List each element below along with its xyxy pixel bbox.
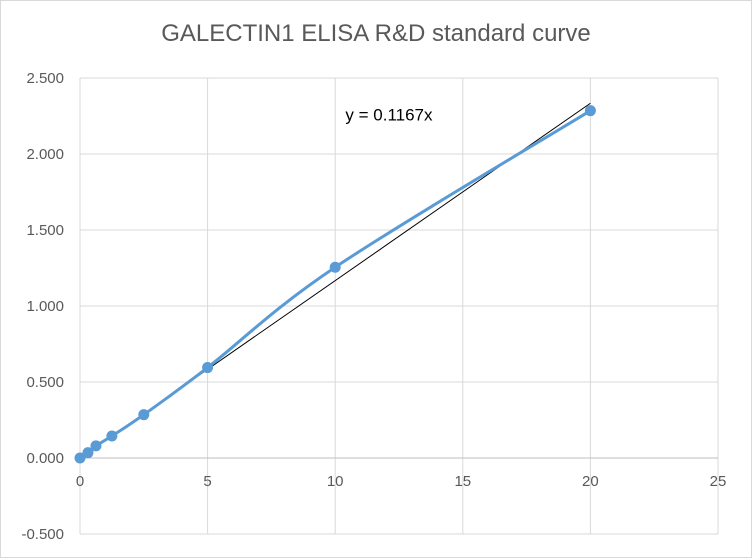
data-point [584,105,596,117]
x-tick-label: 10 [327,473,344,490]
x-tick-label: 0 [76,473,84,490]
data-point [74,452,86,464]
data-point [138,409,150,421]
y-tick-label: 1.500 [26,222,64,239]
data-series [74,105,596,464]
y-tick-label: 2.500 [26,70,64,87]
y-tick-label: -0.500 [21,526,64,543]
x-tick-label: 15 [454,473,471,490]
data-point [90,440,102,452]
tick-labels: -0.500 0.000 0.500 1.000 1.500 2.000 2.500 0 5 10… [21,70,726,543]
data-point [329,261,341,273]
y-tick-label: 2.000 [26,146,64,163]
x-tick-label: 25 [710,473,727,490]
chart-title: GALECTIN1 ELISA R&D standard curve [161,20,591,47]
x-tick-label: 20 [582,473,599,490]
y-tick-label: 0.500 [26,374,64,391]
data-point [106,430,118,442]
y-tick-label: 0.000 [26,450,64,467]
x-tick-label: 5 [203,473,211,490]
data-point [202,362,214,374]
gridlines [79,77,719,535]
data-point [82,447,94,459]
trendline-equation: y = 0.1167x [345,106,433,125]
y-tick-label: 1.000 [26,298,64,315]
